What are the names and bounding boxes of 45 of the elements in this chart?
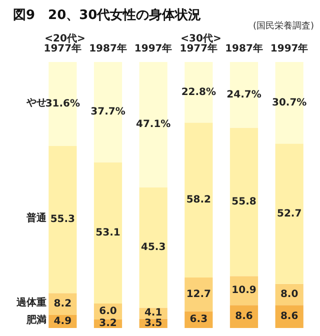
data-label: 3.2 — [99, 318, 117, 330]
x-tick-label: 1987年 — [89, 42, 127, 54]
x-tick-label: 1987年 — [225, 42, 263, 54]
data-label: 24.7% — [226, 89, 262, 100]
series-label: 肥満 — [26, 314, 47, 326]
data-label: 10.9 — [232, 285, 256, 296]
x-tick-label: 1997年 — [270, 42, 308, 54]
data-label: 55.3 — [50, 214, 76, 226]
bar — [139, 187, 168, 308]
data-label: 8.0 — [280, 288, 298, 300]
series-label: やせ — [26, 98, 47, 109]
data-label: 45.3 — [140, 242, 166, 254]
data-label: 30.7% — [272, 97, 307, 108]
data-label: 6.3 — [190, 314, 208, 326]
series-label: 普通 — [26, 212, 48, 224]
data-label: 12.7 — [186, 288, 212, 300]
data-label: 37.7% — [90, 106, 126, 118]
series-label: 過体重 — [16, 296, 47, 309]
x-tick-label: 1977年 — [180, 42, 218, 54]
text: <20代> — [44, 32, 86, 44]
data-label: 47.1% — [136, 119, 171, 130]
bar — [94, 162, 122, 304]
x-tick-label: 1997年 — [134, 42, 172, 54]
bar — [230, 128, 258, 276]
data-label: 8.6 — [235, 311, 253, 322]
x-tick-label: 1977年 — [44, 42, 82, 54]
data-label: 22.8% — [181, 86, 216, 98]
data-label: 52.7 — [276, 208, 302, 220]
data-label: 6.0 — [99, 306, 117, 318]
bar — [48, 146, 77, 294]
text: (国民栄養調査) — [252, 20, 314, 32]
bar — [275, 144, 304, 284]
text: <30代> — [180, 32, 222, 44]
bar — [184, 122, 213, 278]
chart-title: 図9 20、30代女性の身体状況 — [13, 8, 202, 23]
data-label: 8.6 — [280, 311, 298, 322]
data-label: 31.6% — [45, 98, 80, 110]
data-label: 4.1 — [144, 308, 162, 319]
data-label: 4.9 — [54, 316, 72, 327]
data-label: 8.2 — [54, 298, 72, 310]
data-label: 53.1 — [96, 227, 120, 238]
data-label: 58.2 — [186, 194, 212, 206]
bar — [184, 277, 213, 312]
data-label: 55.8 — [232, 196, 256, 208]
data-label: 3.5 — [144, 318, 162, 329]
